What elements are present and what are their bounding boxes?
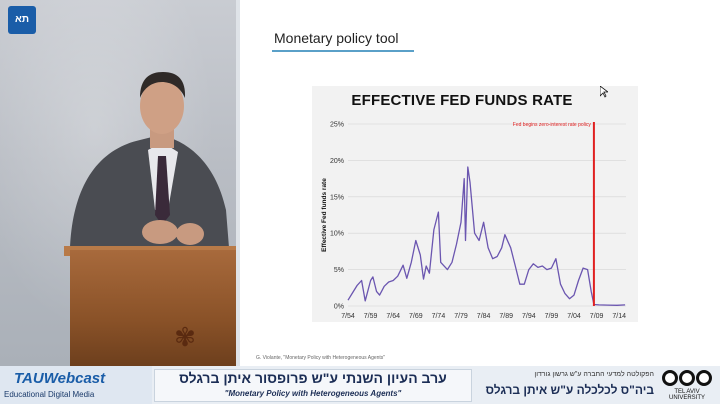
slide-citation: G. Violante, "Monetary Policy with Heter… <box>256 355 386 361</box>
mouse-cursor-icon <box>600 86 608 98</box>
podium <box>70 250 236 366</box>
slide-title: Monetary policy tool <box>274 30 399 46</box>
webcast-panel <box>0 366 152 404</box>
webcast-title: TAUWebcast <box>14 370 106 387</box>
series-line <box>347 166 626 306</box>
school-name: ביה"ס לכלכלה ע"ש איתן ברגלס <box>485 383 654 397</box>
university-label: TEL AVIV UNIVERSITY <box>668 389 705 401</box>
podium-logo-icon: ✾ <box>174 322 196 352</box>
x-tick-label: 7/99 <box>545 313 559 320</box>
y-tick-label: 15% <box>330 194 344 201</box>
x-tick-label: 7/09 <box>590 313 604 320</box>
x-tick-label: 7/84 <box>477 313 491 320</box>
x-tick-label: 7/74 <box>432 313 446 320</box>
y-tick-label: 25% <box>330 122 344 129</box>
x-tick-label: 7/04 <box>567 313 581 320</box>
x-tick-label: 7/64 <box>386 313 400 320</box>
logo-circle-icon <box>696 370 712 386</box>
y-tick-label: 10% <box>330 231 344 238</box>
webcast-subtitle: Educational Digital Media <box>4 390 95 399</box>
speaker-figure <box>70 72 230 260</box>
x-tick-label: 7/54 <box>341 313 355 320</box>
logo-circle-icon <box>679 370 695 386</box>
y-axis-label: Effective Fed funds rate <box>321 178 328 252</box>
y-tick-label: 5% <box>334 267 344 274</box>
x-tick-label: 7/94 <box>522 313 536 320</box>
chart-background <box>312 86 638 322</box>
y-tick-label: 0% <box>334 304 344 311</box>
annotation-label: Fed begins zero-interest rate policy <box>513 122 592 128</box>
slide-title-underline <box>272 50 414 52</box>
logo-circle-icon <box>662 370 678 386</box>
x-tick-label: 7/79 <box>454 313 468 320</box>
event-title-hebrew: ערב העיון השנתי ע"ש פרופסור איתן ברגלס <box>179 370 447 386</box>
fed-funds-chart: 0% 5% 10% 15% 20% 25% 7/54 7/59 7/64 7/69 7/74 7/79… <box>321 122 626 321</box>
faculty-panel <box>476 366 720 404</box>
x-tick-label: 7/69 <box>409 313 423 320</box>
speaker-video: תא ✾ <box>0 0 236 366</box>
x-tick-label: 7/14 <box>612 313 626 320</box>
y-tick-label: 20% <box>330 158 344 165</box>
slide-divider <box>236 0 240 366</box>
event-subtitle-english: "Monetary Policy with Heterogeneous Agen… <box>224 389 402 398</box>
x-tick-label: 7/89 <box>499 313 513 320</box>
event-title-box <box>154 369 472 402</box>
tau-logo-icon: תא <box>8 6 36 34</box>
faculty-name: הפקולטה למדעי החברה ע"ש גרשון גורדון <box>534 371 654 378</box>
tel-aviv-university-logo-icon: TEL AVIV UNIVERSITY <box>658 368 716 402</box>
x-tick-label: 7/59 <box>364 313 378 320</box>
chart-title: EFFECTIVE FED FUNDS RATE <box>351 92 573 109</box>
